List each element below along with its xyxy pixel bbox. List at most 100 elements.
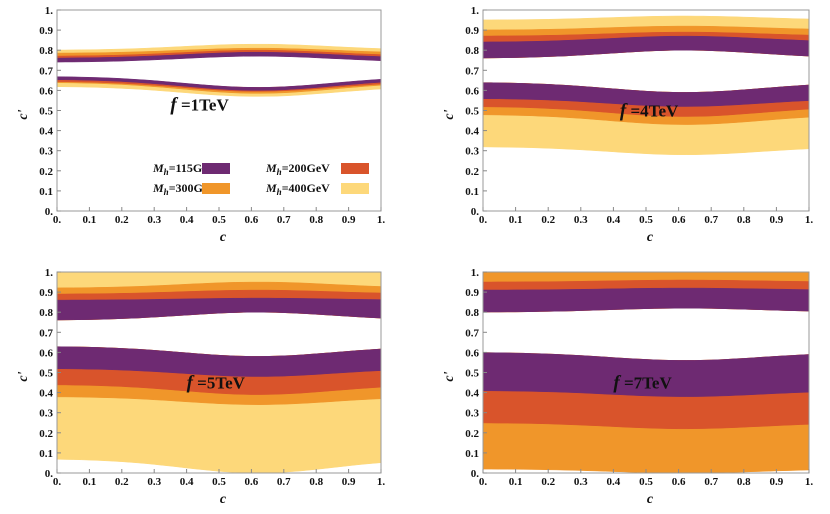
y-tick-label: 0.4 [465,388,479,400]
x-tick-label: 0.1 [83,214,97,226]
y-tick-label: 0.9 [465,25,479,37]
y-axis-label: c' [442,109,457,119]
x-tick-label: 0. [53,476,62,488]
x-tick-label: 0.3 [574,214,588,226]
x-tick-label: 1. [805,214,814,226]
panel-2: 0. 0.1 0.2 0.3 0.4 0.5 0.6 0.7 0.8 0.9 1. 0. 0.1 0.2 0… [442,5,813,245]
legend-swatch-mh300 [202,183,230,194]
y-tick-label: 0.8 [465,307,479,319]
x-tick-label: 1. [377,214,386,226]
x-tick-label: 0.2 [115,214,129,226]
legend-swatch-mh115 [202,163,230,174]
y-tick-label: 0.2 [465,166,479,178]
y-axis-label: c' [16,109,31,119]
y-tick-label: 1. [471,267,480,279]
plot-area [57,272,381,473]
x-tick-label: 0.9 [342,476,356,488]
y-tick-label: 1. [471,5,480,17]
y-tick-label: 0.6 [39,347,53,359]
x-tick-label: 0.3 [147,476,161,488]
y-tick-label: 0.1 [465,186,479,198]
x-tick-label: 0.7 [277,214,291,226]
panel-3: 0. 0.1 0.2 0.3 0.4 0.5 0.6 0.7 0.8 0.9 1. 0. 0.1 0.2 0… [16,267,385,507]
y-tick-label: 0.4 [465,126,479,138]
x-tick-label: 0.6 [672,214,686,226]
y-tick-label: 0.7 [465,327,479,339]
x-tick-label: 0.5 [212,476,226,488]
f-scale-label: f =4TeV [620,101,679,122]
lower-region-mh115 [57,346,381,377]
y-tick-label: 0.2 [465,428,479,440]
legend-label-mh200: Mh=200GeV [265,161,330,177]
panel-4: 0. 0.1 0.2 0.3 0.4 0.5 0.6 0.7 0.8 0.9 1. 0. 0.1 0.2 0… [442,267,813,507]
y-tick-label: 0.6 [465,347,479,359]
x-axis-label: c [220,230,227,245]
x-tick-label: 0.6 [245,476,259,488]
x-tick-label: 0.4 [180,476,194,488]
y-tick-label: 0.9 [39,287,53,299]
y-tick-label: 0.2 [39,428,53,440]
y-tick-label: 0. [471,468,480,480]
lower-region-mh115 [483,82,809,107]
y-axis-label: c' [442,371,457,381]
x-tick-label: 0.4 [607,476,621,488]
plot-area [483,10,809,211]
plot-area [57,10,381,211]
y-tick-label: 0.5 [465,106,479,118]
y-tick-label: 0.3 [39,146,53,158]
y-tick-label: 0.3 [39,408,53,420]
lower-region-mh115 [57,76,381,91]
x-tick-label: 0.9 [770,214,784,226]
x-tick-label: 0.8 [737,476,751,488]
upper-region-mh115 [483,287,809,313]
y-tick-label: 0.6 [465,85,479,97]
x-tick-label: 0.9 [342,214,356,226]
y-tick-label: 0.1 [465,448,479,460]
x-tick-label: 0.8 [309,214,323,226]
x-tick-label: 0.3 [574,476,588,488]
upper-region-mh115 [57,51,381,63]
x-tick-label: 0.5 [639,214,653,226]
legend-swatch-mh200 [341,163,369,174]
y-tick-label: 0.1 [39,186,53,198]
x-tick-label: 1. [377,476,386,488]
y-tick-label: 0.2 [39,166,53,178]
y-axis-label: c' [16,371,31,381]
x-tick-label: 0.2 [541,214,555,226]
x-tick-label: 0.8 [309,476,323,488]
lower-region-mh115 [483,352,809,397]
legend-label-mh400: Mh=400GeV [265,181,330,197]
y-tick-label: 0.8 [465,45,479,57]
y-tick-label: 1. [45,267,54,279]
f-scale-label: f =1TeV [170,95,229,116]
y-tick-label: 0.5 [465,368,479,380]
y-tick-label: 0.6 [39,85,53,97]
x-tick-label: 0.5 [212,214,226,226]
x-tick-label: 0.1 [509,214,523,226]
x-tick-label: 0.7 [704,214,718,226]
y-tick-label: 0.8 [39,307,53,319]
x-tick-label: 0.2 [541,476,555,488]
f-scale-label: f =7TeV [613,373,672,394]
x-tick-label: 0. [479,214,488,226]
y-tick-label: 0.3 [465,408,479,420]
x-tick-label: 0. [479,476,488,488]
f-scale-label: f =5TeV [187,373,246,394]
y-tick-label: 0.4 [39,388,53,400]
x-tick-label: 0.8 [737,214,751,226]
y-tick-label: 0. [45,468,54,480]
plot-background [57,10,381,211]
x-tick-label: 0.2 [115,476,129,488]
y-tick-label: 1. [45,5,54,17]
x-tick-label: 0.7 [277,476,291,488]
x-tick-label: 0.4 [180,214,194,226]
x-axis-label: c [647,492,654,507]
x-tick-label: 0.6 [672,476,686,488]
y-tick-label: 0.5 [39,368,53,380]
x-tick-label: 0.6 [245,214,259,226]
upper-region-mh115 [483,35,809,59]
y-tick-label: 0.8 [39,45,53,57]
y-tick-label: 0.4 [39,126,53,138]
